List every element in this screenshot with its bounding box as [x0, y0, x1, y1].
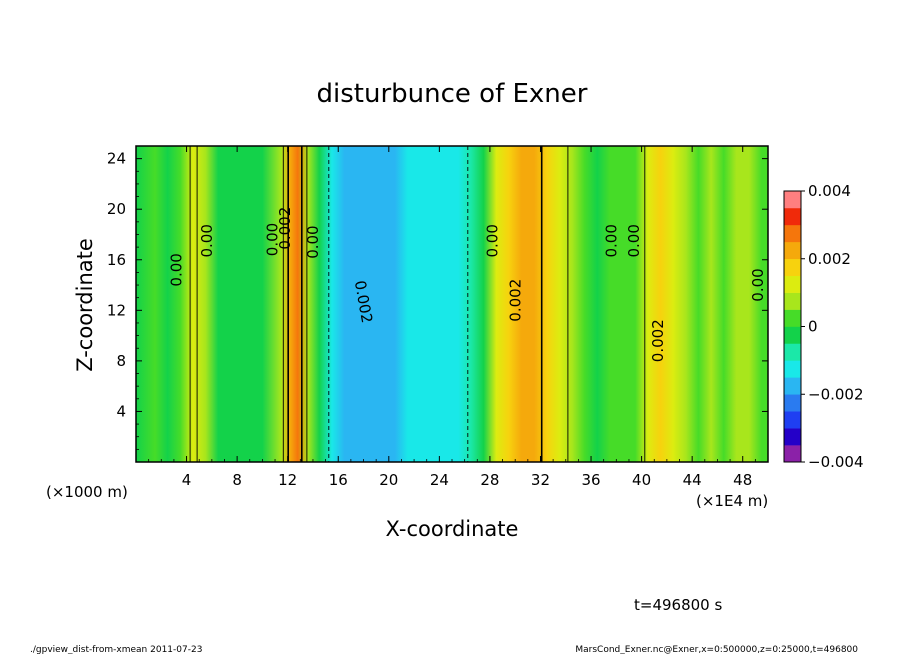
contour-label: 0.00	[198, 224, 216, 257]
time-label: t=496800 s	[634, 596, 722, 614]
colorbar-band	[784, 428, 801, 446]
x-tick-label: 20	[379, 471, 398, 489]
y-tick-label: 12	[107, 301, 126, 319]
contour-label: 0.002	[276, 207, 294, 250]
x-unit-note: (×1000 m)	[46, 483, 128, 501]
x-tick-label: 32	[531, 471, 550, 489]
contour-label: 0.00	[749, 268, 767, 301]
colorbar-band	[784, 360, 801, 378]
contour-label: 0.00	[264, 223, 282, 256]
x-tick-label: 24	[430, 471, 449, 489]
y-tick-label: 4	[116, 402, 126, 420]
colorbar-tick-label: 0.004	[808, 182, 851, 200]
x-tick-label: 36	[581, 471, 600, 489]
colorbar-band	[784, 191, 801, 209]
contour-label: 0.002	[506, 279, 524, 322]
colorbar-band	[784, 445, 801, 463]
colorbar-tick-label: 0.002	[808, 250, 851, 268]
colorbar-band	[784, 394, 801, 412]
colorbar-band	[784, 275, 801, 293]
x-tick-label: 4	[182, 471, 192, 489]
contour-label: 0.00	[304, 225, 322, 258]
contour-label: 0.00	[168, 253, 186, 286]
footer-left: ./gpview_dist-from-xmean 2011-07-23	[30, 645, 202, 654]
x-tick-label: 40	[632, 471, 651, 489]
x-tick-label: 8	[232, 471, 242, 489]
contour-label: 0.002	[649, 319, 667, 362]
x-axis-ticks: 4 8 12 16 20 24 28 32 36 40 44 48	[148, 146, 756, 489]
colorbar-tick-label: 0	[808, 318, 818, 336]
y-axis-ticks: 4 8 12 16 20 24	[107, 150, 768, 450]
y-tick-label: 8	[116, 352, 126, 370]
colorbar-band	[784, 224, 801, 243]
colorbar-band	[784, 258, 801, 276]
x-tick-label: 44	[683, 471, 702, 489]
x-scale-note: (×1E4 m)	[696, 492, 768, 510]
colorbar-labels: 0.004 0.002 0 −0.002 −0.004	[801, 182, 864, 471]
y-tick-label: 20	[107, 200, 126, 218]
contour-label: 0.00	[484, 224, 502, 257]
color-field	[136, 146, 768, 462]
colorbar-band	[784, 326, 801, 344]
x-tick-label: 16	[329, 471, 348, 489]
chart-title: disturbunce of Exner	[317, 79, 588, 109]
colorbar-tick-label: −0.002	[808, 385, 864, 403]
contour-lines	[189, 146, 646, 462]
colorbar-band	[784, 411, 801, 429]
colorbar-band	[784, 343, 801, 361]
x-axis-label: X-coordinate	[386, 517, 519, 541]
x-tick-label: 12	[278, 471, 297, 489]
x-tick-label: 28	[480, 471, 499, 489]
y-tick-label: 24	[107, 150, 126, 168]
y-tick-label: 16	[107, 251, 126, 269]
colorbar-tick-label: −0.004	[808, 453, 864, 471]
colorbar-band	[784, 241, 801, 260]
colorbar-band	[784, 207, 801, 226]
colorbar: 0.004 0.002 0 −0.002 −0.004	[783, 182, 864, 471]
colorbar-band	[784, 309, 801, 327]
colorbar-bands	[784, 191, 801, 463]
x-tick-label: 48	[733, 471, 752, 489]
y-axis-label: Z-coordinate	[73, 238, 97, 372]
colorbar-band	[784, 377, 801, 395]
footer-right: MarsCond_Exner.nc@Exner,x=0:500000,z=0:2…	[575, 645, 858, 654]
contour-label: 0.00	[625, 224, 643, 257]
colorbar-band	[784, 292, 801, 310]
contour-label: 0.00	[602, 224, 620, 257]
